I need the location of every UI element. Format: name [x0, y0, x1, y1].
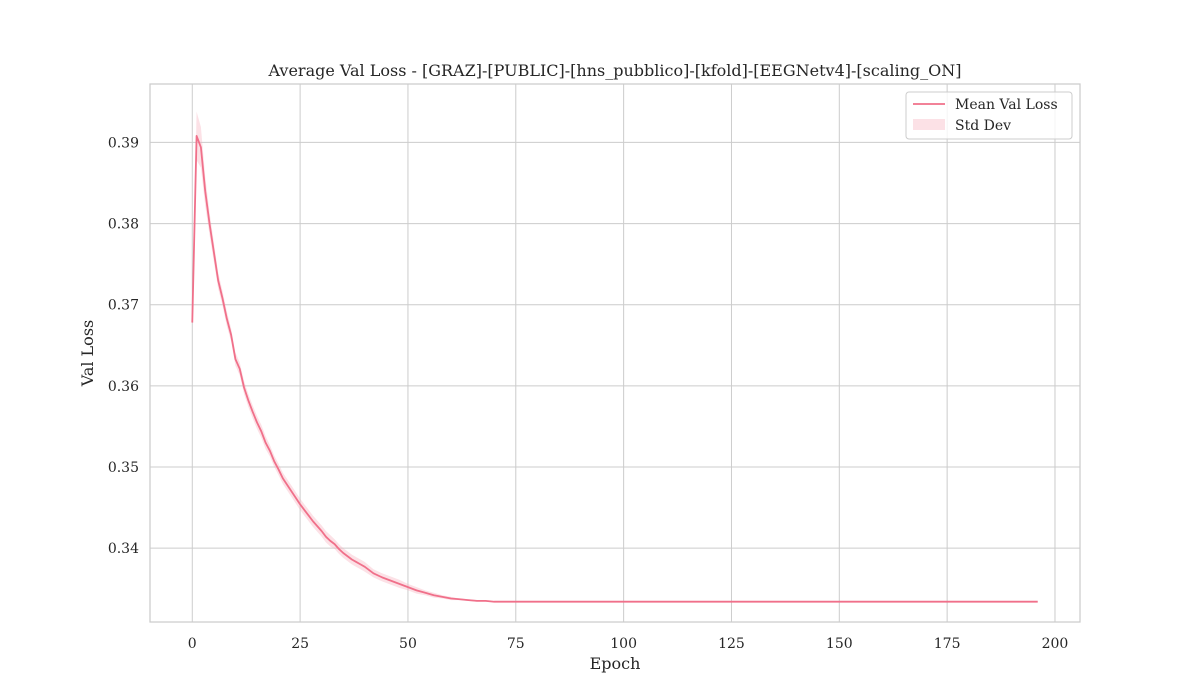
x-tick-label: 50 — [399, 636, 417, 652]
y-tick-label: 0.34 — [108, 541, 139, 557]
x-tick-label: 100 — [610, 636, 637, 652]
x-tick-label: 125 — [718, 636, 745, 652]
y-tick-label: 0.36 — [108, 379, 139, 395]
legend: Mean Val Loss Std Dev — [905, 91, 1073, 140]
y-tick-label: 0.39 — [108, 135, 139, 151]
mean-val-loss-line — [191, 135, 1038, 603]
y-tick-label: 0.38 — [108, 217, 139, 233]
x-tick-label: 200 — [1042, 636, 1069, 652]
chart-title: Average Val Loss - [GRAZ]-[PUBLIC]-[hns_… — [268, 61, 962, 80]
plot-frame — [149, 83, 1081, 623]
legend-box — [905, 91, 1073, 140]
x-tick-label: 150 — [826, 636, 853, 652]
legend-mean-label: Mean Val Loss — [955, 97, 1058, 113]
y-axis-label: Val Loss — [78, 320, 97, 388]
y-tick-label: 0.37 — [108, 298, 139, 314]
x-tick-label: 75 — [507, 636, 525, 652]
mean-line-layer — [191, 135, 1038, 603]
x-gridlines — [191, 84, 1056, 622]
y-tick-label: 0.35 — [108, 460, 139, 476]
x-tick-label: 175 — [934, 636, 961, 652]
x-tick-label: 0 — [188, 636, 197, 652]
y-tick-labels: 0.34 0.35 0.36 0.37 0.38 0.39 — [108, 135, 139, 557]
legend-std-swatch — [913, 119, 945, 130]
y-gridlines — [150, 141, 1080, 549]
x-axis-label: Epoch — [590, 654, 641, 673]
x-tick-labels: 0 25 50 75 100 125 150 175 200 — [188, 636, 1069, 652]
x-tick-label: 25 — [291, 636, 309, 652]
legend-std-label: Std Dev — [955, 118, 1011, 134]
